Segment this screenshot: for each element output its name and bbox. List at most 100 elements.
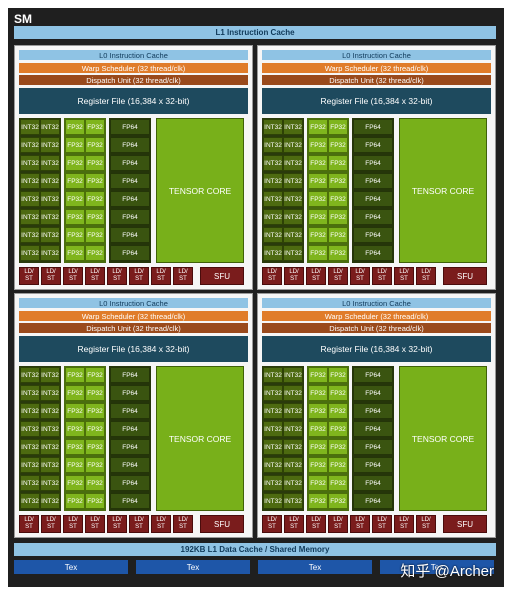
fp32-core: FP32 xyxy=(85,367,105,383)
int32-core: INT32 xyxy=(40,245,60,261)
fp32-core: FP32 xyxy=(308,245,328,261)
fp32-core: FP32 xyxy=(65,493,85,509)
fp32-core: FP32 xyxy=(328,155,348,171)
fp32-core: FP32 xyxy=(328,403,348,419)
fp32-core: FP32 xyxy=(308,403,328,419)
ld-label: LD/ xyxy=(333,269,343,275)
int32-core: INT32 xyxy=(283,475,303,491)
int32-core: INT32 xyxy=(20,155,40,171)
ld-label: LD/ xyxy=(377,269,387,275)
fp64-core: FP64 xyxy=(353,209,393,225)
int32-core: INT32 xyxy=(40,191,60,207)
ld-label: LD/ xyxy=(377,517,387,523)
ld-label: LD/ xyxy=(267,517,277,523)
l0-instruction-cache: L0 Instruction Cache xyxy=(19,50,248,60)
ld-st-unit: LD/ST xyxy=(19,515,39,533)
int32-core: INT32 xyxy=(40,457,60,473)
l0-instruction-cache: L0 Instruction Cache xyxy=(262,298,491,308)
ld-label: LD/ xyxy=(399,517,409,523)
dispatch-unit: Dispatch Unit (32 thread/clk) xyxy=(19,323,248,333)
dispatch-unit: Dispatch Unit (32 thread/clk) xyxy=(19,75,248,85)
st-label: ST xyxy=(422,276,430,282)
ld-st-unit: LD/ST xyxy=(173,267,193,285)
fp32-core: FP32 xyxy=(308,457,328,473)
st-label: ST xyxy=(400,276,408,282)
fp64-core: FP64 xyxy=(110,367,150,383)
ld-st-unit: LD/ST xyxy=(85,267,105,285)
fp32-core: FP32 xyxy=(308,173,328,189)
int32-core: INT32 xyxy=(283,137,303,153)
int32-core: INT32 xyxy=(40,385,60,401)
st-label: ST xyxy=(334,276,342,282)
fp32-core: FP32 xyxy=(65,245,85,261)
int32-core: INT32 xyxy=(40,403,60,419)
fp32-core: FP32 xyxy=(308,475,328,491)
fp32-core: FP32 xyxy=(85,245,105,261)
processing-partition: L0 Instruction Cache Warp Scheduler (32 t… xyxy=(257,45,496,290)
dispatch-unit: Dispatch Unit (32 thread/clk) xyxy=(262,323,491,333)
fp32-core: FP32 xyxy=(85,421,105,437)
fp32-core: FP32 xyxy=(65,137,85,153)
st-label: ST xyxy=(47,276,55,282)
fp32-core: FP32 xyxy=(308,367,328,383)
int32-core: INT32 xyxy=(263,403,283,419)
tex-unit: Tex xyxy=(258,560,372,574)
ld-label: LD/ xyxy=(156,269,166,275)
st-label: ST xyxy=(25,524,33,530)
st-label: ST xyxy=(312,524,320,530)
ld-st-unit: LD/ST xyxy=(85,515,105,533)
fp32-core: FP32 xyxy=(85,119,105,135)
int32-core: INT32 xyxy=(283,385,303,401)
fp32-core: FP32 xyxy=(65,173,85,189)
ld-label: LD/ xyxy=(90,269,100,275)
fp64-core: FP64 xyxy=(110,119,150,135)
fp32-core: FP32 xyxy=(65,227,85,243)
ld-st-unit: LD/ST xyxy=(63,267,83,285)
int32-core: INT32 xyxy=(20,173,40,189)
st-label: ST xyxy=(113,524,121,530)
int32-core: INT32 xyxy=(20,493,40,509)
st-label: ST xyxy=(334,524,342,530)
ld-st-unit: LD/ST xyxy=(306,515,326,533)
fp32-core: FP32 xyxy=(328,137,348,153)
ld-label: LD/ xyxy=(355,517,365,523)
st-label: ST xyxy=(422,524,430,530)
fp64-core: FP64 xyxy=(110,421,150,437)
l1-instruction-cache: L1 Instruction Cache xyxy=(14,26,496,39)
l1-data-cache: 192KB L1 Data Cache / Shared Memory xyxy=(14,543,496,556)
int32-core: INT32 xyxy=(263,421,283,437)
fp32-core: FP32 xyxy=(328,457,348,473)
int32-core: INT32 xyxy=(20,457,40,473)
fp64-core: FP64 xyxy=(110,155,150,171)
fp64-core: FP64 xyxy=(353,367,393,383)
fp32-core: FP32 xyxy=(65,367,85,383)
ld-st-unit: LD/ST xyxy=(284,267,304,285)
fp64-core: FP64 xyxy=(353,227,393,243)
fp32-core: FP32 xyxy=(85,209,105,225)
st-label: ST xyxy=(268,276,276,282)
fp64-core: FP64 xyxy=(353,155,393,171)
fp64-core: FP64 xyxy=(353,439,393,455)
int32-core: INT32 xyxy=(283,191,303,207)
ld-label: LD/ xyxy=(421,269,431,275)
fp32-core: FP32 xyxy=(328,439,348,455)
int32-core: INT32 xyxy=(263,173,283,189)
fp32-core: FP32 xyxy=(308,119,328,135)
ld-label: LD/ xyxy=(178,517,188,523)
ld-label: LD/ xyxy=(333,517,343,523)
ld-st-unit: LD/ST xyxy=(416,267,436,285)
int32-core: INT32 xyxy=(263,439,283,455)
tensor-core: TENSOR CORE xyxy=(399,366,487,511)
int32-core: INT32 xyxy=(283,367,303,383)
int32-core: INT32 xyxy=(283,173,303,189)
fp32-core: FP32 xyxy=(308,439,328,455)
st-label: ST xyxy=(356,524,364,530)
ld-st-unit: LD/ST xyxy=(151,267,171,285)
ld-label: LD/ xyxy=(112,269,122,275)
l0-instruction-cache: L0 Instruction Cache xyxy=(262,50,491,60)
ld-label: LD/ xyxy=(178,269,188,275)
int32-core: INT32 xyxy=(263,137,283,153)
st-label: ST xyxy=(157,524,165,530)
fp64-core: FP64 xyxy=(353,403,393,419)
ld-label: LD/ xyxy=(112,517,122,523)
